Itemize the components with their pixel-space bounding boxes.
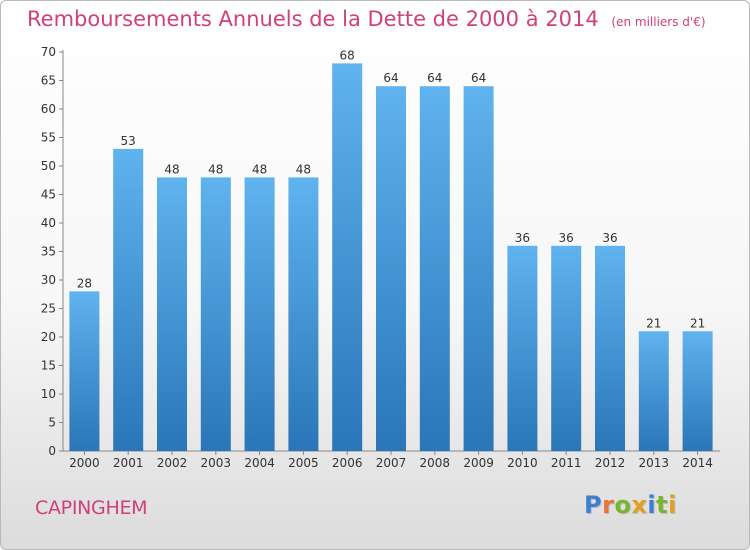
y-tick-label: 15 bbox=[41, 359, 56, 373]
x-tick-label: 2001 bbox=[113, 456, 144, 470]
y-tick-label: 40 bbox=[41, 216, 56, 230]
logo-letter: i bbox=[647, 491, 657, 519]
x-tick-label: 2009 bbox=[463, 456, 494, 470]
value-label-2004: 48 bbox=[252, 162, 267, 176]
x-tick-label: 2010 bbox=[507, 456, 538, 470]
y-tick-label: 30 bbox=[41, 273, 56, 287]
x-tick-label: 2002 bbox=[157, 456, 188, 470]
y-tick-label: 55 bbox=[41, 131, 56, 145]
bar-2000 bbox=[69, 291, 100, 451]
bar-2004 bbox=[244, 177, 275, 451]
logo-letter: x bbox=[631, 491, 648, 519]
bar-2012 bbox=[595, 245, 625, 451]
y-tick-label: 60 bbox=[41, 102, 56, 116]
x-tick-label: 2011 bbox=[551, 456, 582, 470]
x-tick-label: 2007 bbox=[376, 456, 407, 470]
y-tick-label: 45 bbox=[41, 188, 56, 202]
value-label-2009: 64 bbox=[471, 71, 486, 85]
y-tick-label: 25 bbox=[41, 302, 56, 316]
y-tick-label: 70 bbox=[41, 45, 56, 59]
value-label-2001: 53 bbox=[121, 134, 136, 148]
title-unit: (en milliers d'€) bbox=[611, 15, 706, 29]
value-label-2011: 36 bbox=[559, 231, 574, 245]
x-tick-label: 2004 bbox=[244, 456, 275, 470]
logo-letter: i bbox=[668, 491, 677, 519]
bar-2014 bbox=[682, 331, 713, 451]
y-tick-label: 10 bbox=[41, 387, 56, 401]
bar-2006 bbox=[332, 63, 363, 452]
bars bbox=[69, 63, 713, 452]
value-label-2008: 64 bbox=[427, 71, 442, 85]
value-label-2013: 21 bbox=[646, 316, 661, 330]
axes: 0 5 10 15 20 25 30 35 40 45 50 55 60 65 70 2000 2001 2002… bbox=[41, 45, 720, 470]
bar-2001 bbox=[113, 148, 144, 451]
x-tick-label: 2006 bbox=[332, 456, 363, 470]
y-tick-label: 5 bbox=[48, 416, 56, 430]
title-text: Remboursements Annuels de la Dette de 20… bbox=[27, 7, 599, 31]
value-label-2003: 48 bbox=[208, 162, 223, 176]
value-label-2005: 48 bbox=[296, 162, 311, 176]
y-tick-label: 0 bbox=[48, 444, 56, 458]
logo-letter: P bbox=[584, 491, 603, 519]
bar-2009 bbox=[463, 86, 494, 451]
x-tick-label: 2014 bbox=[682, 456, 713, 470]
x-tick-label: 2005 bbox=[288, 456, 319, 470]
bar-2008 bbox=[419, 86, 450, 451]
value-label-2006: 68 bbox=[340, 48, 355, 62]
proxiti-logo: Proxiti bbox=[584, 491, 677, 519]
value-label-2002: 48 bbox=[164, 162, 179, 176]
x-tick-label: 2000 bbox=[69, 456, 100, 470]
x-tick-label: 2003 bbox=[201, 456, 232, 470]
bar-2007 bbox=[376, 86, 406, 451]
x-tick-label: 2012 bbox=[595, 456, 626, 470]
value-labels: 28 53 48 48 48 48 68 64 64 64 36 36 36 21 21 bbox=[77, 48, 705, 330]
value-label-2014: 21 bbox=[690, 316, 705, 330]
logo-letter: r bbox=[602, 491, 615, 519]
bar-2010 bbox=[507, 245, 538, 451]
bar-2002 bbox=[157, 177, 187, 451]
bar-2005 bbox=[288, 177, 319, 451]
logo-letter: o bbox=[614, 491, 632, 519]
bar-2011 bbox=[551, 245, 582, 451]
value-label-2007: 64 bbox=[383, 71, 398, 85]
bar-2013 bbox=[638, 331, 669, 451]
y-tick-label: 35 bbox=[41, 245, 56, 259]
logo-letter: t bbox=[656, 491, 669, 519]
y-tick-label: 20 bbox=[41, 330, 56, 344]
x-tick-label: 2013 bbox=[639, 456, 670, 470]
x-tick-label: 2008 bbox=[420, 456, 451, 470]
value-label-2012: 36 bbox=[602, 231, 617, 245]
city-name: CAPINGHEM bbox=[35, 497, 148, 519]
value-label-2000: 28 bbox=[77, 276, 92, 290]
value-label-2010: 36 bbox=[515, 231, 530, 245]
y-tick-label: 50 bbox=[41, 159, 56, 173]
chart-title: Remboursements Annuels de la Dette de 20… bbox=[27, 7, 706, 31]
bar-2003 bbox=[200, 177, 231, 451]
y-tick-label: 65 bbox=[41, 74, 56, 88]
